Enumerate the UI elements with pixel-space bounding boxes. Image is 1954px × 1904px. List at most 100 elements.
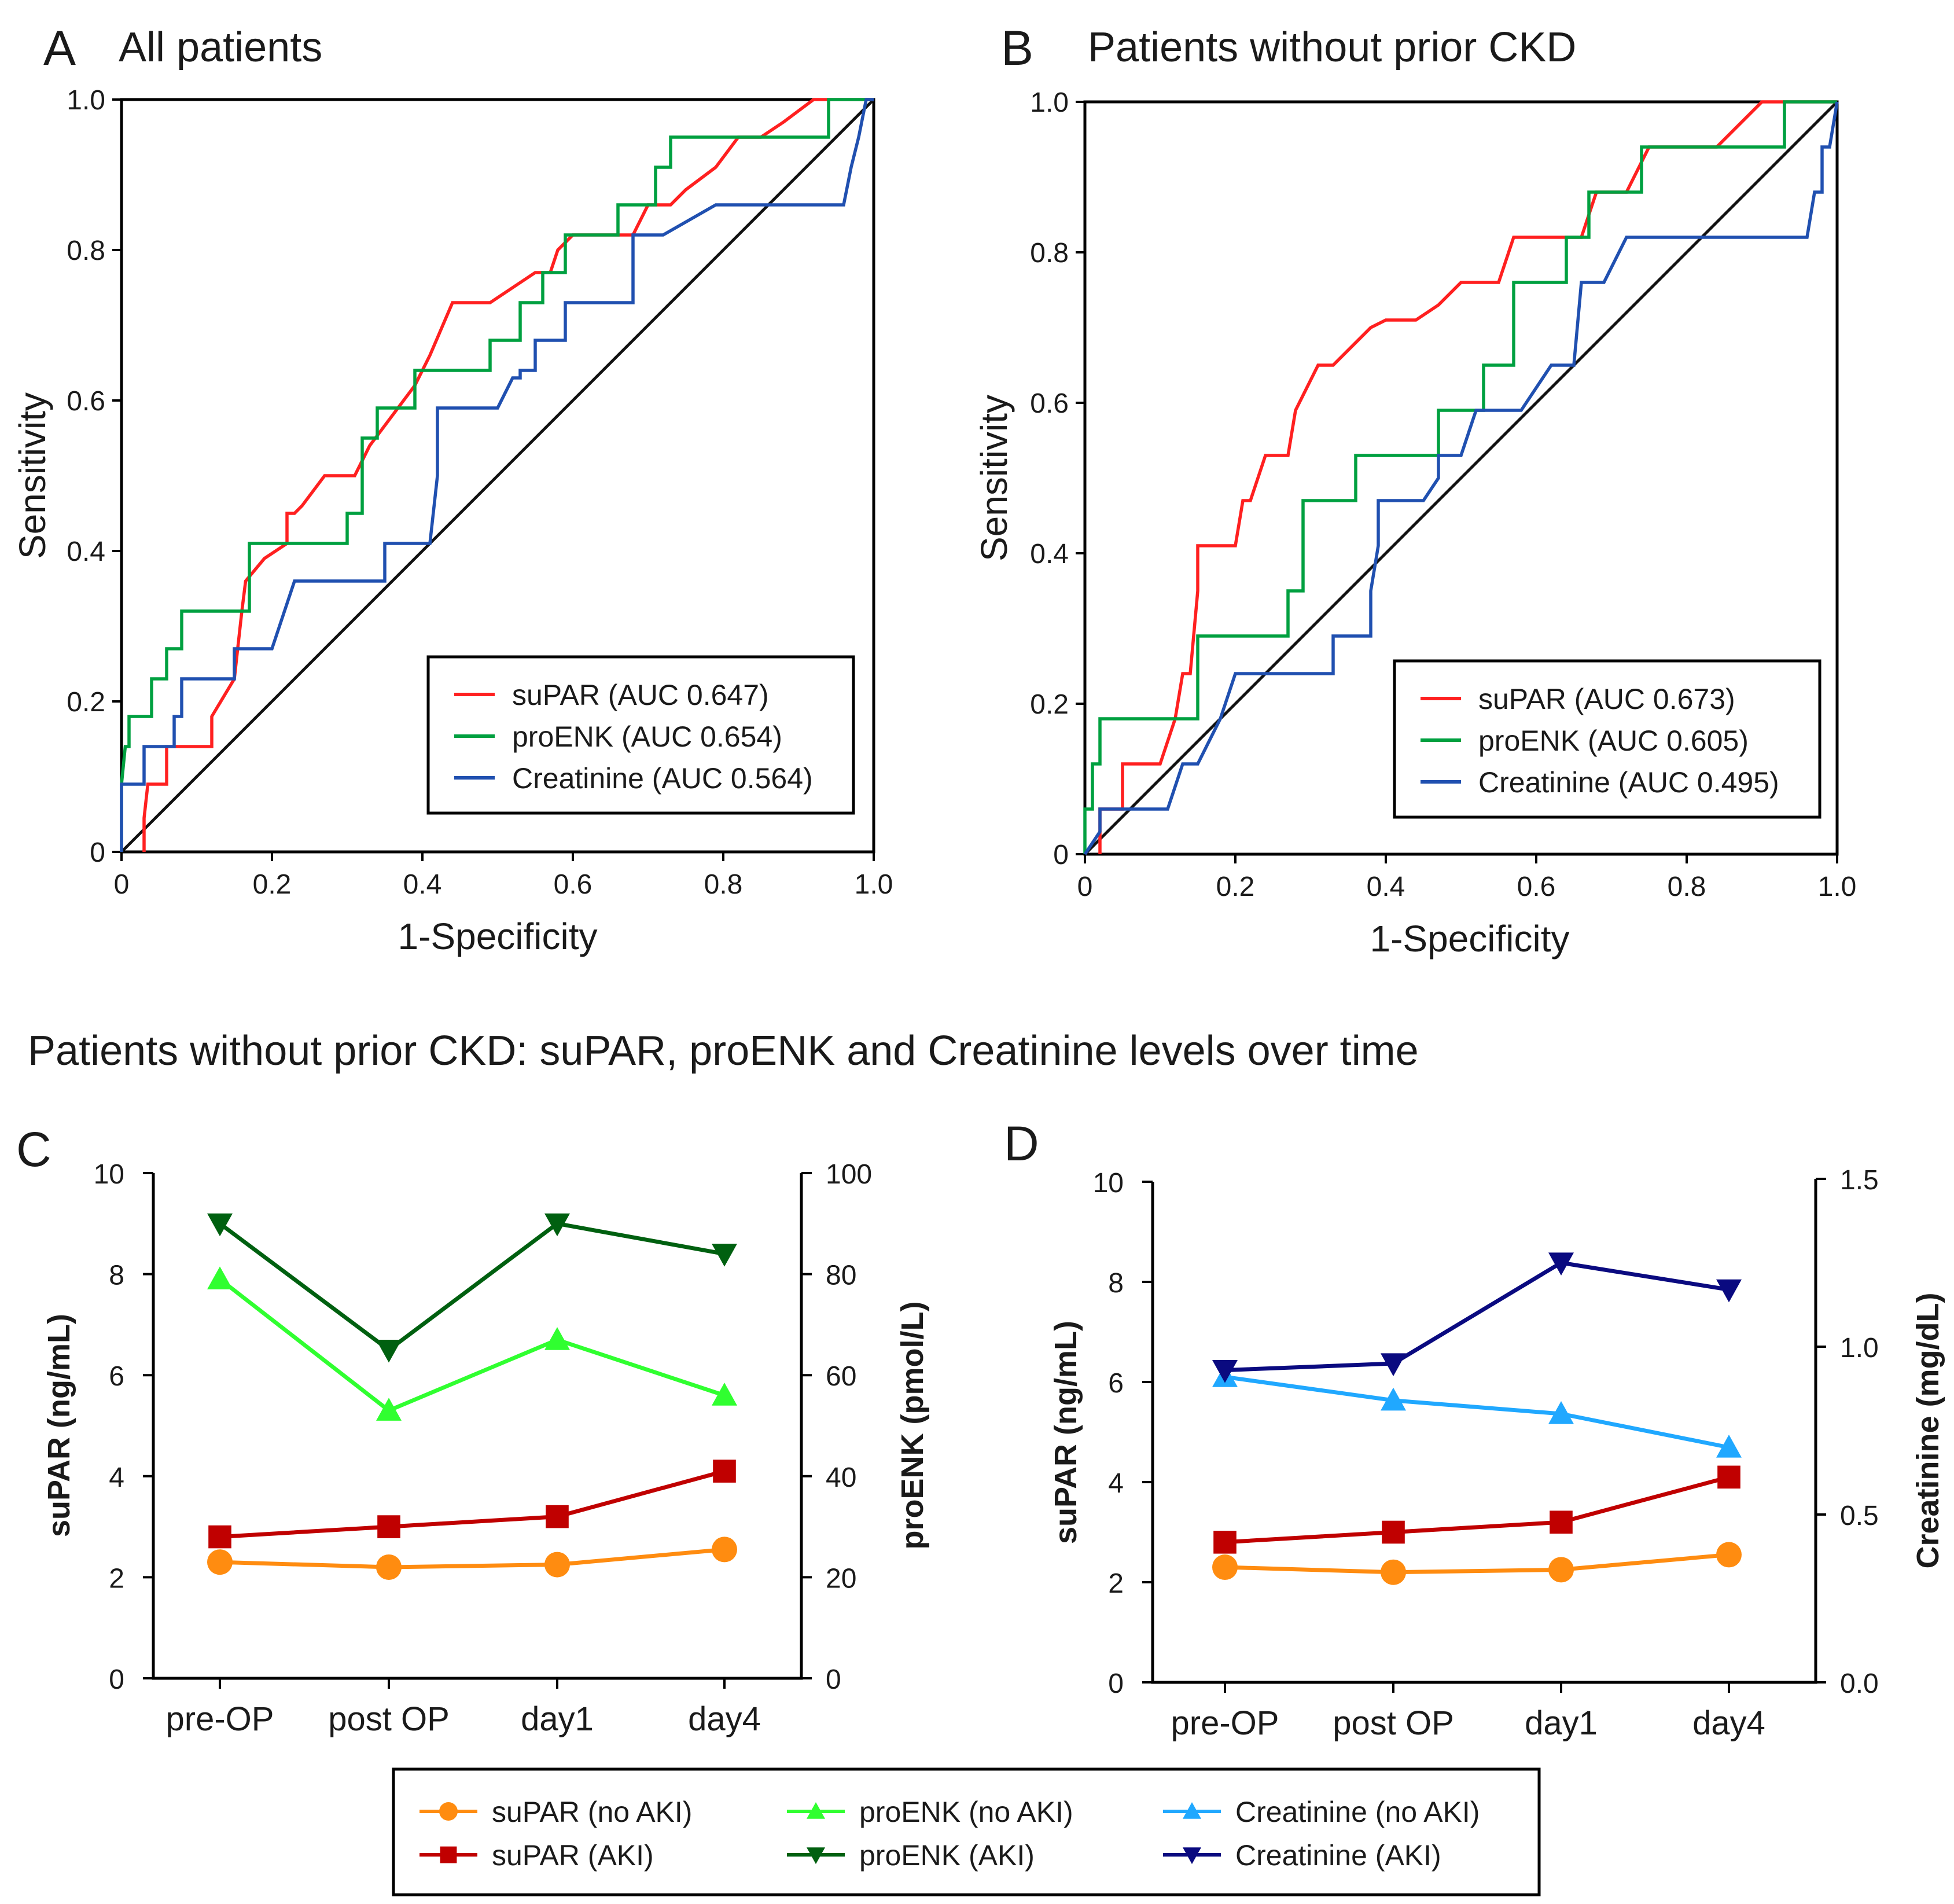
y-left-tick-label: 4 xyxy=(109,1462,124,1493)
point-supar-aki xyxy=(1550,1510,1573,1534)
panel-a-legend-proenk: proENK (AUC 0.654) xyxy=(512,721,782,753)
series-line-proenk-no-aki xyxy=(218,1277,726,1413)
panel-d-letter: D xyxy=(1004,1116,1039,1171)
y-right-tick-label: 1.5 xyxy=(1840,1165,1879,1196)
y-right-tick-label: 40 xyxy=(826,1462,856,1493)
series-line-supar-no-aki xyxy=(1224,1552,1729,1575)
x-tick-label: 0.2 xyxy=(1216,872,1255,902)
x-category-label: pre-OP xyxy=(166,1700,274,1738)
panel-d-ylabel-right: Creatinine (mg/dL) xyxy=(1911,1292,1945,1568)
point-supar-no-aki xyxy=(1381,1559,1406,1585)
legend-item-proenk-no-aki: proENK (no AKI) xyxy=(787,1796,1073,1828)
panel-c-ylabel-left: suPAR (ng/mL) xyxy=(42,1314,76,1537)
x-category-label: post OP xyxy=(328,1700,450,1738)
y-tick-label: 0.8 xyxy=(1030,238,1069,269)
panel-a: A All patients 0 0.2 0.4 0.6 0.8 1.0 0 0.2 0.4 0.… xyxy=(12,21,893,957)
point-creatinine-aki xyxy=(1716,1279,1742,1303)
point-supar-no-aki xyxy=(712,1537,737,1563)
panel-b-legend-proenk: proENK (AUC 0.605) xyxy=(1478,725,1749,757)
point-proenk-aki xyxy=(207,1213,233,1237)
y-tick-label: 1.0 xyxy=(1030,87,1069,118)
x-tick-label: 0.4 xyxy=(403,869,442,900)
point-supar-aki xyxy=(546,1505,569,1528)
bottom-legend: suPAR (no AKI) suPAR (AKI) proENK (no AKI)… xyxy=(392,1767,1541,1896)
legend-label: proENK (AKI) xyxy=(859,1839,1035,1872)
point-creatinine-aki xyxy=(1381,1353,1406,1376)
roc-line-reference xyxy=(120,98,875,853)
y-left-tick-label: 2 xyxy=(1108,1568,1124,1599)
x-category-label: day4 xyxy=(688,1700,761,1738)
legend-label: Creatinine (AKI) xyxy=(1235,1839,1441,1872)
legend-label: proENK (no AKI) xyxy=(859,1796,1073,1828)
x-tick-label: 0.4 xyxy=(1367,872,1405,902)
panel-d-axes xyxy=(1151,1179,1817,1684)
legend-marker xyxy=(440,1846,457,1863)
panel-b-plot-frame xyxy=(1083,100,1839,856)
y-right-tick-label: 60 xyxy=(826,1361,856,1392)
y-tick-label: 0.8 xyxy=(67,236,105,266)
y-left-tick-label: 0 xyxy=(109,1664,124,1695)
point-creatinine-no-aki xyxy=(1716,1435,1742,1458)
legend-label: suPAR (no AKI) xyxy=(492,1796,692,1828)
roc-line-creatinine xyxy=(1083,101,1839,855)
panel-a-ticks: 0 0.2 0.4 0.6 0.8 1.0 0 0.2 0.4 0.6 0.8 1.0 xyxy=(67,85,893,900)
y-right-tick-label: 80 xyxy=(826,1260,856,1291)
roc-line-supar xyxy=(142,98,874,852)
x-tick-label: 0.8 xyxy=(704,869,743,900)
point-creatinine-no-aki xyxy=(1381,1387,1406,1411)
panel-a-legend-supar: suPAR (AUC 0.647) xyxy=(512,679,769,711)
panel-a-plot-frame xyxy=(120,98,875,854)
series-line-proenk-aki xyxy=(218,1221,725,1352)
legend-marker xyxy=(1183,1847,1201,1864)
point-supar-no-aki xyxy=(207,1549,233,1575)
y-tick-label: 0 xyxy=(1053,840,1069,870)
legend-item-supar-no-aki: suPAR (no AKI) xyxy=(419,1796,692,1828)
panel-b: B Patients without prior CKD 0 0.2 0.4 0.6 0… xyxy=(973,21,1856,960)
point-proenk-no-aki xyxy=(544,1327,570,1350)
legend-marker xyxy=(439,1802,458,1821)
legend-item-creatinine-aki: Creatinine (AKI) xyxy=(1163,1839,1441,1872)
panel-b-legend-supar: suPAR (AUC 0.673) xyxy=(1478,683,1735,715)
point-proenk-aki xyxy=(712,1244,737,1267)
roc-line-creatinine xyxy=(120,98,874,852)
bottom-legend-box xyxy=(392,1767,1541,1896)
panel-b-title: Patients without prior CKD xyxy=(1088,24,1576,71)
point-creatinine-aki xyxy=(1212,1360,1238,1383)
point-proenk-aki xyxy=(376,1339,402,1363)
panel-b-legend: suPAR (AUC 0.673) proENK (AUC 0.605) Cre… xyxy=(1393,659,1821,819)
panel-c-axes xyxy=(152,1173,803,1680)
panel-b-ticks: 0 0.2 0.4 0.6 0.8 1.0 0 0.2 0.4 0.6 0.8 1.0 xyxy=(1030,87,1856,902)
y-tick-label: 0.4 xyxy=(67,536,105,567)
y-tick-label: 0.4 xyxy=(1030,539,1069,569)
y-left-tick-label: 10 xyxy=(1093,1168,1124,1199)
y-left-tick-label: 0 xyxy=(1108,1668,1124,1699)
panel-c-series xyxy=(207,1213,737,1580)
panel-a-series xyxy=(120,98,875,853)
point-supar-aki xyxy=(208,1525,231,1549)
series-line-creatinine-no-aki xyxy=(1224,1374,1729,1450)
x-category-label: day1 xyxy=(521,1700,594,1738)
panel-c-ylabel-right: proENK (pmol/L) xyxy=(895,1302,930,1550)
point-creatinine-no-aki xyxy=(1548,1401,1574,1424)
legend-marker xyxy=(807,1802,825,1819)
panel-c-letter: C xyxy=(16,1122,51,1177)
point-supar-aki xyxy=(377,1515,400,1538)
point-proenk-aki xyxy=(544,1213,570,1237)
y-tick-label: 1.0 xyxy=(67,85,105,116)
legend-item-creatinine-no-aki: Creatinine (no AKI) xyxy=(1163,1796,1480,1828)
y-tick-label: 0.6 xyxy=(67,386,105,417)
roc-line-reference xyxy=(1084,101,1838,855)
panel-b-letter: B xyxy=(1001,21,1033,75)
y-right-tick-label: 0 xyxy=(826,1664,841,1695)
panel-d: D 0 2 4 6 8 10 0.0 0.5 1.0 1.5 pre-OP post OP day1 da… xyxy=(1004,1116,1945,1742)
point-proenk-no-aki xyxy=(376,1398,402,1421)
point-supar-aki xyxy=(1382,1520,1405,1544)
point-supar-no-aki xyxy=(1716,1542,1742,1568)
point-proenk-no-aki xyxy=(207,1266,233,1289)
y-right-tick-label: 100 xyxy=(826,1159,872,1190)
panel-a-title: All patients xyxy=(119,24,322,71)
series-line-supar-aki xyxy=(219,1469,725,1539)
point-supar-no-aki xyxy=(544,1552,570,1578)
panel-a-ylabel: Sensitivity xyxy=(12,392,53,559)
